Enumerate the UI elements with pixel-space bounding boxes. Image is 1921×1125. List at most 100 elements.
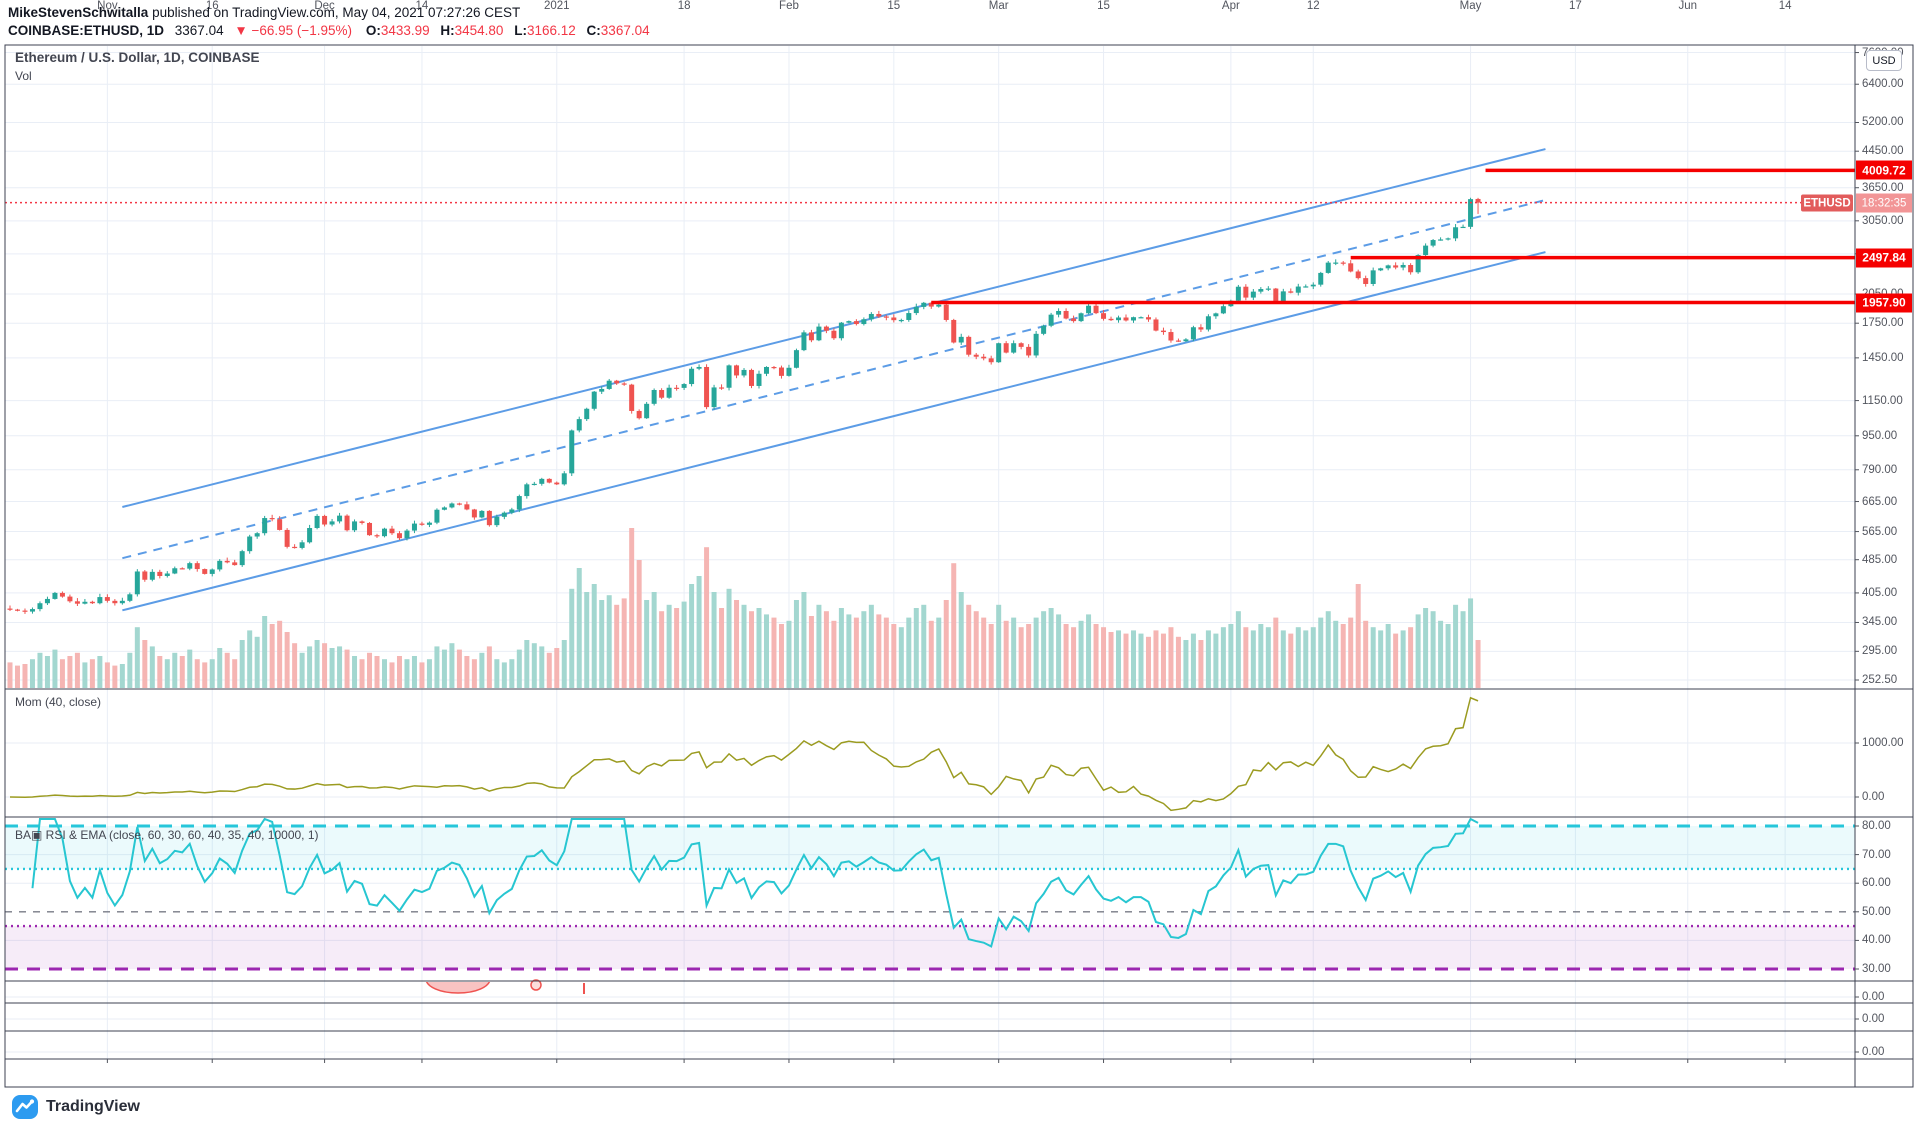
volume-bar[interactable] <box>456 649 462 688</box>
candle[interactable] <box>127 592 133 603</box>
candle[interactable] <box>711 384 717 410</box>
candle[interactable] <box>876 310 882 318</box>
volume-bar[interactable] <box>1370 627 1376 688</box>
candle[interactable] <box>659 388 665 400</box>
ellipse-annotation[interactable] <box>425 965 491 994</box>
candle[interactable] <box>1168 328 1174 343</box>
volume-bar[interactable] <box>838 608 844 688</box>
candle[interactable] <box>89 600 95 605</box>
candle[interactable] <box>1460 224 1466 229</box>
volume-bar[interactable] <box>501 662 507 688</box>
candle[interactable] <box>187 561 193 571</box>
volume-bar[interactable] <box>322 643 328 688</box>
volume-bar[interactable] <box>157 656 163 688</box>
candle[interactable] <box>1400 262 1406 271</box>
volume-bar[interactable] <box>936 617 942 688</box>
volume-bar[interactable] <box>1318 617 1324 688</box>
volume-bar[interactable] <box>59 659 65 688</box>
volume-bar[interactable] <box>793 600 799 688</box>
candle[interactable] <box>1026 344 1032 358</box>
candle[interactable] <box>1393 262 1399 270</box>
candle[interactable] <box>621 382 627 386</box>
volume-bar[interactable] <box>82 662 88 688</box>
volume-bar[interactable] <box>853 617 859 688</box>
candle[interactable] <box>1183 338 1189 343</box>
candle[interactable] <box>37 601 43 612</box>
candle[interactable] <box>239 549 245 567</box>
volume-bar[interactable] <box>1078 620 1084 688</box>
volume-bar[interactable] <box>419 662 425 688</box>
volume-bar[interactable] <box>1250 630 1256 688</box>
legend-symbol-title[interactable]: Ethereum / U.S. Dollar, 1D, COINBASE <box>15 50 260 65</box>
volume-bar[interactable] <box>389 662 395 688</box>
volume-bar[interactable] <box>1408 627 1414 688</box>
volume-bar[interactable] <box>1288 633 1294 688</box>
volume-bar[interactable] <box>996 604 1002 688</box>
candle[interactable] <box>209 568 215 577</box>
candle[interactable] <box>891 314 897 323</box>
volume-bar[interactable] <box>1235 611 1241 688</box>
candle[interactable] <box>284 528 290 549</box>
candle[interactable] <box>322 514 328 527</box>
volume-bar[interactable] <box>823 611 829 688</box>
channel-middle-line[interactable] <box>122 199 1546 560</box>
candle[interactable] <box>142 570 148 582</box>
volume-bar[interactable] <box>329 648 335 688</box>
candle[interactable] <box>838 321 844 341</box>
volume-bar[interactable] <box>411 656 417 688</box>
candle[interactable] <box>1250 289 1256 301</box>
candle[interactable] <box>486 510 492 527</box>
legend-momentum-indicator[interactable]: Mom (40, close) <box>15 695 102 709</box>
candle[interactable] <box>1093 302 1099 315</box>
volume-bar[interactable] <box>921 604 927 688</box>
volume-bar[interactable] <box>913 608 919 688</box>
volume-bar[interactable] <box>1378 630 1384 688</box>
candle[interactable] <box>524 482 530 499</box>
volume-bar[interactable] <box>651 592 657 688</box>
circle-annotation[interactable] <box>530 979 542 991</box>
volume-bar[interactable] <box>546 652 552 688</box>
volume-bar[interactable] <box>217 648 223 688</box>
volume-bar[interactable] <box>396 656 402 688</box>
volume-bar[interactable] <box>1018 627 1024 688</box>
candle[interactable] <box>726 364 732 391</box>
candle[interactable] <box>179 567 185 570</box>
candle[interactable] <box>1348 260 1354 273</box>
volume-bar[interactable] <box>808 616 814 688</box>
candle[interactable] <box>1033 331 1039 358</box>
candle[interactable] <box>531 481 537 486</box>
candle[interactable] <box>554 481 560 486</box>
candle[interactable] <box>606 378 612 390</box>
currency-unit-button[interactable]: USD <box>1866 50 1902 71</box>
volume-bar[interactable] <box>1393 633 1399 688</box>
candle[interactable] <box>651 388 657 406</box>
volume-bar[interactable] <box>1183 640 1189 688</box>
candle[interactable] <box>1160 327 1166 335</box>
volume-bar[interactable] <box>149 646 155 688</box>
candle[interactable] <box>337 512 343 524</box>
candle[interactable] <box>224 557 230 564</box>
volume-bar[interactable] <box>531 643 537 688</box>
volume-bar[interactable] <box>1026 624 1032 688</box>
volume-bar[interactable] <box>606 595 612 688</box>
volume-bar[interactable] <box>277 620 283 688</box>
channel-upper-line[interactable] <box>122 148 1546 508</box>
candle[interactable] <box>172 566 178 575</box>
volume-bar[interactable] <box>1041 611 1047 688</box>
volume-bar[interactable] <box>1093 624 1099 688</box>
candle[interactable] <box>958 333 964 345</box>
candle[interactable] <box>1303 284 1309 288</box>
candle[interactable] <box>352 519 358 533</box>
volume-bar[interactable] <box>1213 633 1219 688</box>
candle[interactable] <box>411 520 417 534</box>
volume-bar[interactable] <box>1445 624 1451 688</box>
volume-bar[interactable] <box>1063 624 1069 688</box>
volume-bar[interactable] <box>127 652 133 688</box>
candle[interactable] <box>509 507 515 515</box>
volume-bar[interactable] <box>1033 617 1039 688</box>
candle[interactable] <box>277 516 283 531</box>
volume-bar[interactable] <box>104 662 110 688</box>
candle[interactable] <box>44 596 50 606</box>
candle[interactable] <box>14 608 20 612</box>
candle[interactable] <box>1235 284 1241 303</box>
